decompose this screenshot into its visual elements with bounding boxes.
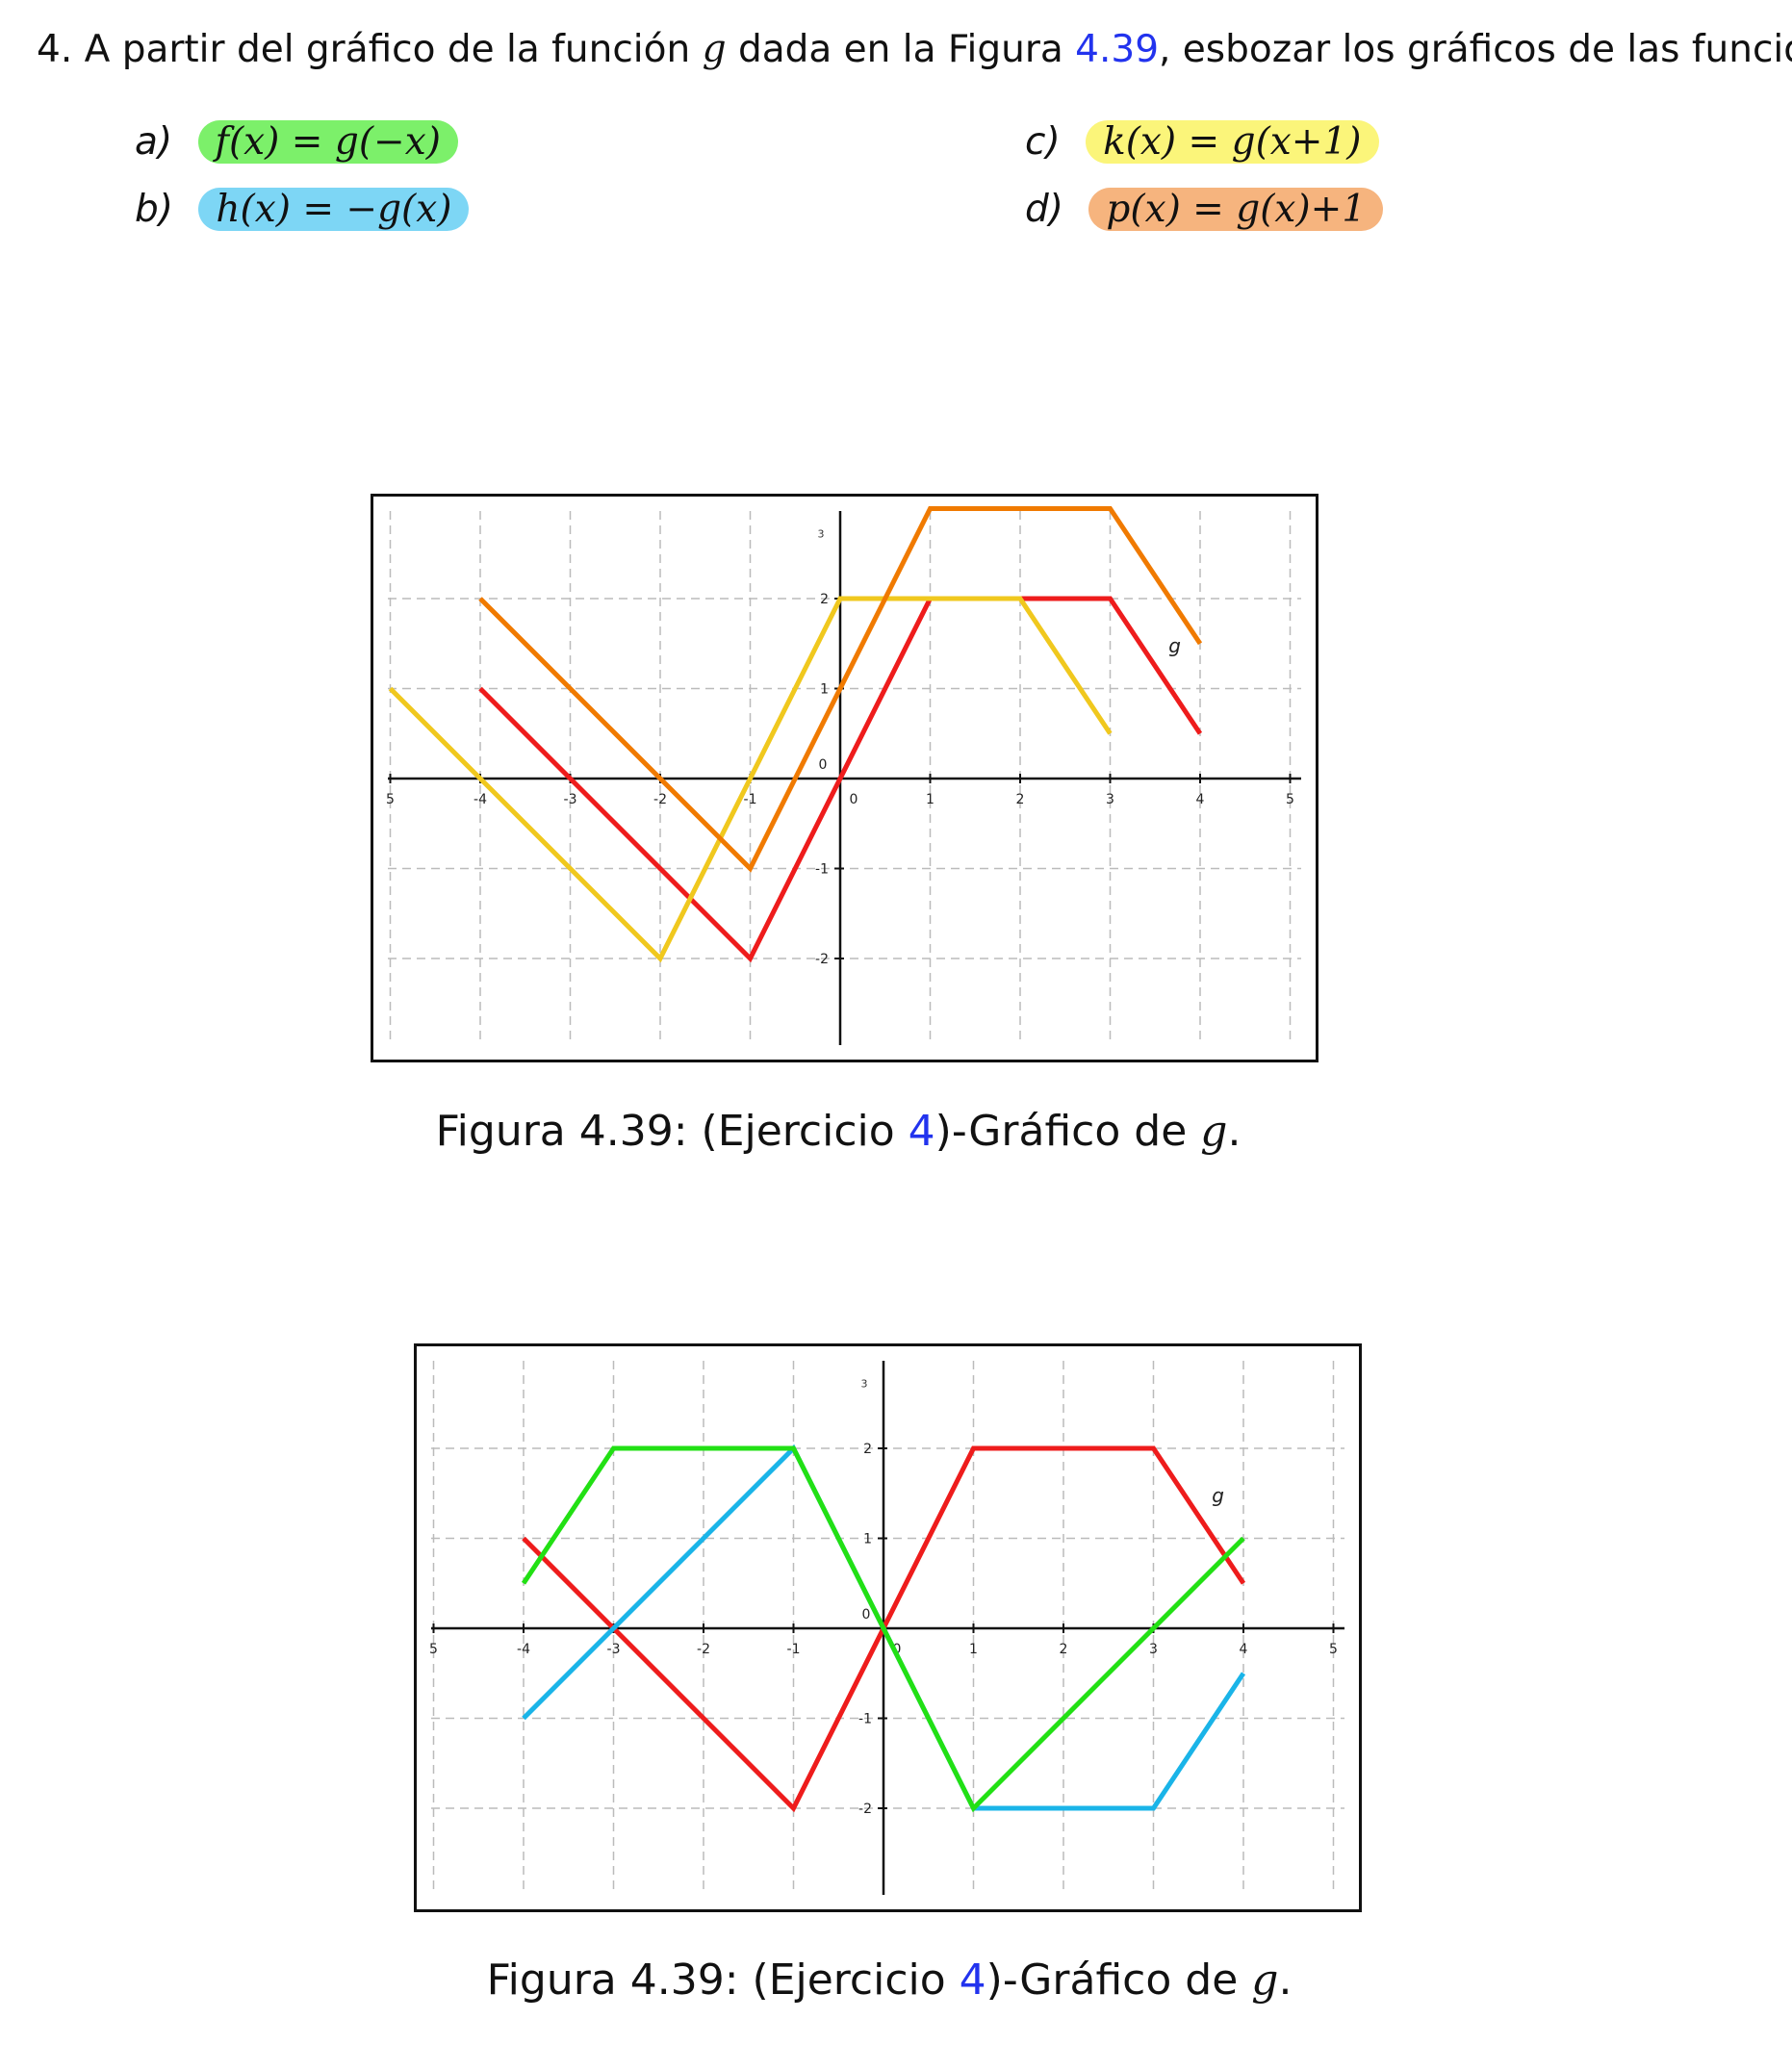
item-label: b) (135, 188, 173, 231)
figure-2-caption: Figura 4.39: (Ejercicio 4)-Gráfico de g. (0, 1954, 1785, 2007)
item-b: b) h(x) = −g(x) (135, 185, 470, 235)
x-tick-label: 5 (429, 1642, 438, 1657)
x-tick-label: 3 (1149, 1642, 1158, 1657)
y-tick-label: 0 (819, 757, 828, 773)
y-tick-label: 1 (820, 682, 829, 698)
y-tick-label: 0 (862, 1607, 871, 1623)
problem-text-before: A partir del gráfico de la función (84, 28, 691, 71)
y-tick-label: 2 (863, 1442, 872, 1457)
x-tick-label: 0 (850, 792, 858, 807)
series-line-3 (478, 506, 1203, 873)
x-tick-label: 3 (1106, 792, 1114, 807)
x-tick-label: 2 (1016, 792, 1025, 807)
series-line-1 (522, 1445, 1246, 1813)
exercise-reference-link[interactable]: 4 (959, 1956, 986, 2005)
item-c: c) k(x) = g(x+1) (1025, 117, 1379, 167)
x-tick-label: 4 (1196, 792, 1205, 807)
item-a: a) f(x) = g(−x) (135, 117, 458, 167)
item-label: c) (1025, 120, 1061, 164)
x-tick-label: 1 (969, 1642, 978, 1657)
caption-end: . (1227, 1107, 1242, 1156)
x-tick-label: 4 (1240, 1642, 1248, 1657)
x-tick-label: -1 (744, 792, 757, 807)
caption-prefix: Figura 4.39: (Ejercicio (435, 1107, 909, 1156)
item-d: d) p(x) = g(x)+1 (1025, 185, 1384, 235)
item-expression: k(x) = g(x+1) (1086, 120, 1379, 164)
problem-number: 4. (37, 28, 73, 71)
figure-2-graph: 5 -4 -3 -2 -1 0 1 2 3 4 5 -2 -1 0 1 2 3 g (414, 1343, 1362, 1912)
item-label: a) (135, 120, 173, 164)
y-tick-label: 3 (818, 528, 825, 541)
exercise-reference-link[interactable]: 4 (908, 1107, 935, 1156)
caption-prefix: Figura 4.39: (Ejercicio (486, 1956, 960, 2005)
x-tick-label: 1 (926, 792, 934, 807)
caption-suffix: )-Gráfico de (934, 1107, 1201, 1156)
y-tick-label: -1 (815, 862, 829, 878)
series-line-3 (521, 1445, 1245, 1813)
problem-statement: 4. A partir del gráfico de la función g … (37, 25, 1792, 75)
x-tick-label: 5 (386, 792, 395, 807)
function-symbol: g (702, 28, 727, 71)
item-expression: p(x) = g(x)+1 (1088, 188, 1384, 231)
x-tick-label: 0 (893, 1642, 902, 1657)
x-tick-label: -2 (653, 792, 667, 807)
caption-suffix: )-Gráfico de (986, 1956, 1252, 2005)
figure-reference-link[interactable]: 4.39 (1075, 28, 1160, 71)
x-tick-label: -3 (607, 1642, 621, 1657)
x-tick-label: -3 (564, 792, 577, 807)
caption-symbol: g (1251, 1956, 1279, 2005)
item-expression: f(x) = g(−x) (197, 120, 458, 164)
x-tick-label: 2 (1060, 1642, 1068, 1657)
y-tick-label: 2 (820, 592, 829, 607)
caption-symbol: g (1200, 1107, 1228, 1156)
x-tick-label: -4 (474, 792, 487, 807)
x-tick-label: -2 (697, 1642, 710, 1657)
figure-1-graph: 5 -4 -3 -2 -1 0 1 2 3 4 5 -2 -1 0 1 2 3 g (371, 494, 1318, 1062)
y-tick-label: -2 (858, 1802, 872, 1817)
item-label: d) (1025, 188, 1063, 231)
graph-annotation-label: g (1168, 634, 1181, 657)
y-tick-label: -1 (858, 1712, 872, 1727)
caption-end: . (1278, 1956, 1293, 2005)
x-tick-label: -4 (517, 1642, 530, 1657)
y-tick-label: 3 (861, 1378, 868, 1391)
y-tick-label: 1 (863, 1532, 872, 1547)
figure-1-caption: Figura 4.39: (Ejercicio 4)-Gráfico de g. (0, 1105, 1734, 1159)
y-tick-label: -2 (815, 952, 829, 967)
series-line-2 (388, 596, 1113, 963)
x-tick-label: 5 (1286, 792, 1294, 807)
problem-text-after: , esbozar los gráficos de las funciones: (1159, 28, 1792, 71)
x-tick-label: -1 (787, 1642, 801, 1657)
graph-annotation-label: g (1212, 1484, 1224, 1507)
x-tick-label: 5 (1329, 1642, 1338, 1657)
problem-text-middle: dada en la Figura (737, 28, 1063, 71)
item-expression: h(x) = −g(x) (198, 188, 470, 231)
